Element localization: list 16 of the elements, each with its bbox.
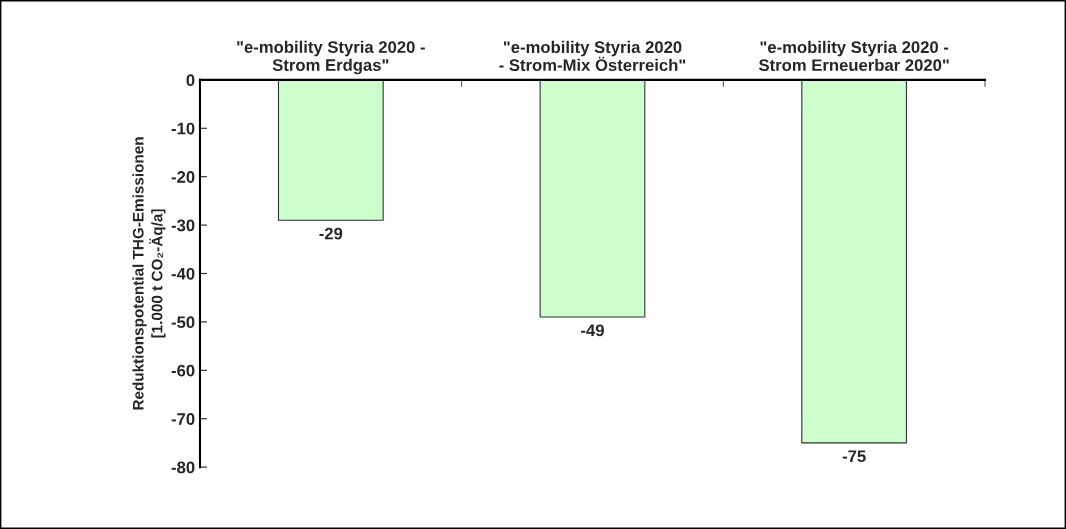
data-label: -75 [842, 450, 866, 463]
data-label: -29 [319, 227, 343, 240]
y-tick-label: -30 [171, 219, 195, 232]
y-tick-label: -40 [171, 267, 195, 280]
y-tick-label: -10 [171, 122, 195, 135]
y-tick-label: -60 [171, 364, 195, 377]
y-tick-label: -50 [171, 316, 195, 329]
y-tick-label: -20 [171, 171, 195, 183]
x-tick-label: "e-mobility Styria 2020 - Strom-Mix Österreich" [499, 40, 686, 72]
x-tick-label: "e-mobility Styria 2020 - Strom Erdgas" [237, 40, 425, 75]
x-tick-label: "e-mobility Styria 2020 - Strom Erneuerbar 2020" [758, 40, 949, 72]
y-tick-label: -80 [171, 461, 195, 474]
y-axis-title: Reduktionspotential THG-Emissionen [1.000 t CO₂-Äq/a] [132, 137, 166, 410]
y-tick-label: 0 [186, 74, 195, 87]
y-tick-label: -70 [171, 413, 195, 425]
data-label: -49 [581, 324, 604, 337]
